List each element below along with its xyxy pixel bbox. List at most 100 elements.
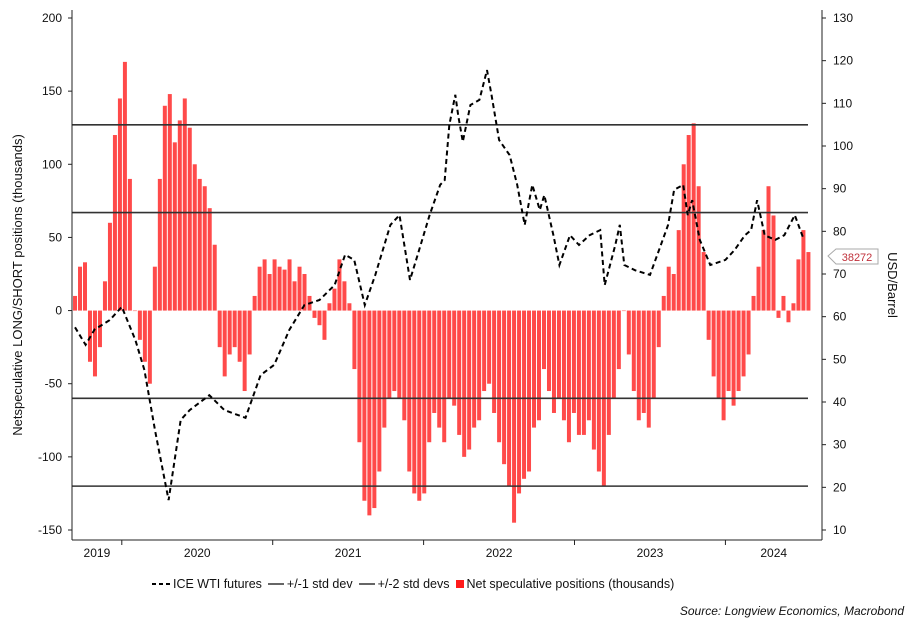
bar [721, 310, 726, 421]
bar [527, 310, 532, 472]
bar [731, 310, 736, 406]
latest-value-callout: 38272 [827, 248, 879, 265]
bar [242, 310, 247, 392]
bar [427, 310, 432, 443]
bar [671, 274, 676, 311]
bar [786, 310, 791, 323]
bar [172, 142, 177, 311]
y-left-tick-label: 100 [42, 157, 62, 171]
y-left-tick-label: -100 [38, 450, 62, 464]
bar [342, 281, 347, 311]
bar [272, 259, 277, 311]
legend-label: ICE WTI futures [173, 577, 262, 591]
legend-item-1std: +/-1 std dev [267, 577, 353, 591]
bar [202, 186, 207, 311]
bar [681, 164, 686, 311]
bar [137, 310, 142, 340]
bar [232, 310, 237, 348]
bar [422, 310, 427, 494]
bar [83, 262, 87, 311]
bar [761, 230, 766, 311]
bar [217, 310, 222, 348]
bar [596, 310, 601, 472]
bar [317, 310, 322, 326]
x-tick-label: 2022 [486, 546, 513, 560]
bar [666, 266, 671, 311]
y-right-tick-label: 30 [833, 438, 847, 452]
bar [73, 295, 78, 311]
x-tick-label: 2021 [335, 546, 362, 560]
bar [566, 310, 571, 443]
bar [237, 310, 242, 362]
bar [482, 310, 487, 392]
bar [467, 310, 472, 450]
bar [517, 310, 522, 494]
bar [806, 252, 811, 311]
bar [751, 295, 756, 311]
y-left-tick-label: 200 [42, 11, 62, 25]
bar [352, 310, 357, 370]
bar [716, 310, 721, 399]
bar [447, 310, 452, 399]
bar [432, 310, 437, 413]
bar [442, 310, 447, 443]
legend-swatch-red [455, 580, 464, 588]
bar [561, 310, 566, 421]
bar [502, 310, 507, 465]
bar [537, 310, 542, 421]
y-left-tick-label: 50 [49, 230, 63, 244]
y-left-tick-label: 0 [55, 304, 62, 318]
bar [207, 208, 212, 311]
bar [646, 310, 651, 428]
bar [641, 310, 646, 413]
bar [417, 310, 422, 501]
bar [337, 259, 342, 311]
bar [611, 310, 616, 399]
bar [556, 310, 561, 399]
bar [192, 164, 197, 311]
bar [581, 310, 586, 435]
bar [157, 178, 162, 311]
bar [546, 310, 551, 392]
bar [152, 266, 157, 311]
wti-line [74, 69, 805, 501]
bar [372, 310, 377, 509]
bar [616, 310, 621, 370]
bar [801, 230, 806, 311]
bar [387, 310, 392, 399]
bar [327, 303, 332, 311]
bar [332, 288, 337, 311]
bar [791, 303, 796, 311]
y-left-tick-label: -150 [38, 523, 62, 537]
bar [397, 310, 402, 399]
bar [477, 310, 482, 421]
y-right-tick-label: 100 [833, 139, 853, 153]
bar [532, 310, 537, 428]
bar [377, 310, 382, 472]
bar [766, 186, 771, 311]
latest-value-text: 38272 [842, 252, 873, 264]
bar [262, 259, 267, 311]
bar [726, 310, 731, 392]
bar [796, 259, 801, 311]
bar [656, 310, 661, 348]
bar [322, 310, 327, 340]
x-tick-label: 2019 [84, 546, 111, 560]
bar [571, 310, 576, 413]
y-right-tick-label: 130 [833, 11, 853, 25]
wti-line-series [74, 69, 805, 501]
bar [392, 310, 397, 392]
bar [357, 310, 362, 443]
bar [187, 127, 192, 311]
bar [97, 310, 102, 348]
bar [222, 310, 227, 377]
bar [122, 61, 127, 311]
bar [107, 222, 112, 311]
legend-item-2std: +/-2 std devs [358, 577, 450, 591]
bar [78, 266, 83, 311]
bar [347, 303, 352, 311]
bar [462, 310, 467, 457]
y-axis-left-label: Netspeculative LONG/SHORT positions (tho… [10, 134, 25, 436]
bar [626, 310, 631, 355]
